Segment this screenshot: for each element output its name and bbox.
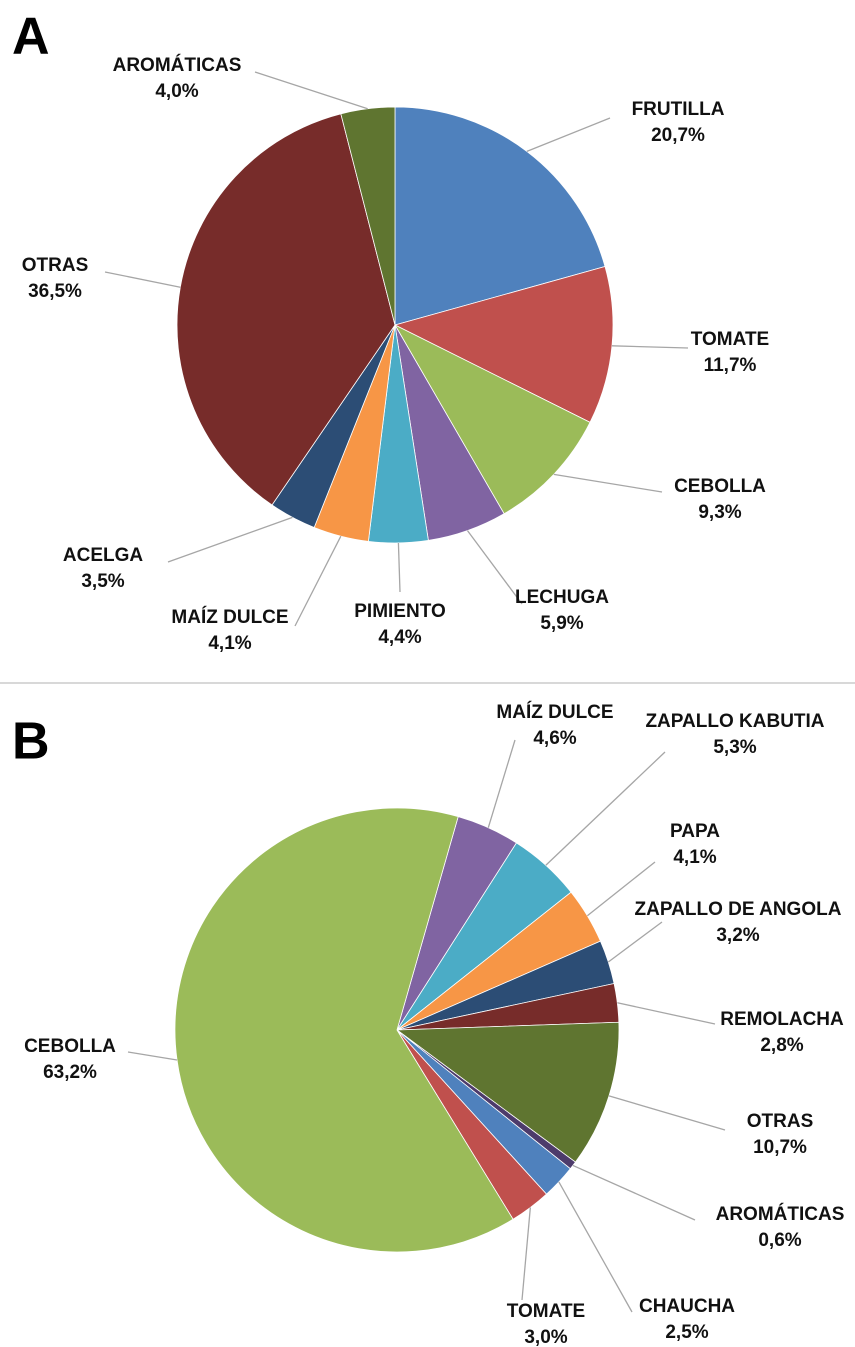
value-label: 3,0% [524,1327,567,1347]
category-label: MAÍZ DULCE [171,606,288,628]
value-label: 2,8% [760,1035,803,1056]
value-label: 3,5% [81,571,124,592]
value-label: 0,6% [758,1230,801,1251]
category-label: MAÍZ DULCE [496,701,613,723]
pie-slice [395,1021,620,1163]
category-label: TOMATE [691,329,769,350]
leader-line [608,1095,726,1131]
category-label: ACELGA [63,545,144,566]
leader-line [294,535,342,627]
leader-line [127,1051,178,1061]
category-label: CEBOLLA [674,476,766,497]
category-label: PAPA [670,821,720,842]
value-label: 10,7% [753,1137,807,1158]
leader-line [607,921,663,963]
category-label: LECHUGA [515,587,609,608]
leader-line [553,473,663,493]
value-label: 36,5% [28,281,82,302]
leader-line [526,117,611,153]
pie-slice [174,807,514,1253]
category-label: AROMÁTICAS [716,1203,845,1225]
value-label: 5,9% [540,613,583,634]
category-label: CHAUCHA [639,1296,735,1317]
value-label: 20,7% [651,125,705,146]
value-label: 2,5% [665,1322,708,1343]
value-label: 4,1% [208,633,251,654]
category-label: CEBOLLA [24,1036,116,1057]
leader-line [104,271,181,288]
value-label: 5,3% [713,737,756,758]
leader-line [397,542,401,593]
value-label: 4,0% [155,81,198,102]
leader-line [545,751,666,866]
leader-line [487,739,516,828]
panel-label: A [12,8,50,66]
category-label: ZAPALLO DE ANGOLA [635,899,842,920]
category-label: OTRAS [22,255,89,276]
category-label: OTRAS [747,1111,814,1132]
value-label: 11,7% [704,355,757,376]
pie-slice [176,113,396,506]
leader-line [558,1181,633,1313]
value-label: 4,1% [673,847,716,868]
value-label: 4,4% [378,627,421,648]
category-label: PIMIENTO [354,601,446,622]
value-label: 9,3% [698,502,741,523]
value-label: 63,2% [43,1062,97,1083]
panel-label: B [12,713,50,771]
category-label: FRUTILLA [632,99,725,120]
category-label: ZAPALLO KABUTIA [645,711,824,732]
category-label: REMOLACHA [720,1009,844,1030]
value-label: 4,6% [533,728,576,749]
leader-line [466,530,523,605]
pie-slice [394,106,606,326]
leader-line [586,861,656,917]
category-label: TOMATE [507,1301,585,1322]
category-label: AROMÁTICAS [113,54,242,76]
pie-slice [340,106,396,326]
value-label: 3,2% [716,925,759,946]
leader-line [611,345,689,349]
leader-line [254,71,368,110]
pie-slice [393,324,591,515]
leader-line [167,516,293,563]
leader-line [617,1002,716,1025]
leader-line [521,1207,532,1301]
leader-line [572,1164,696,1221]
